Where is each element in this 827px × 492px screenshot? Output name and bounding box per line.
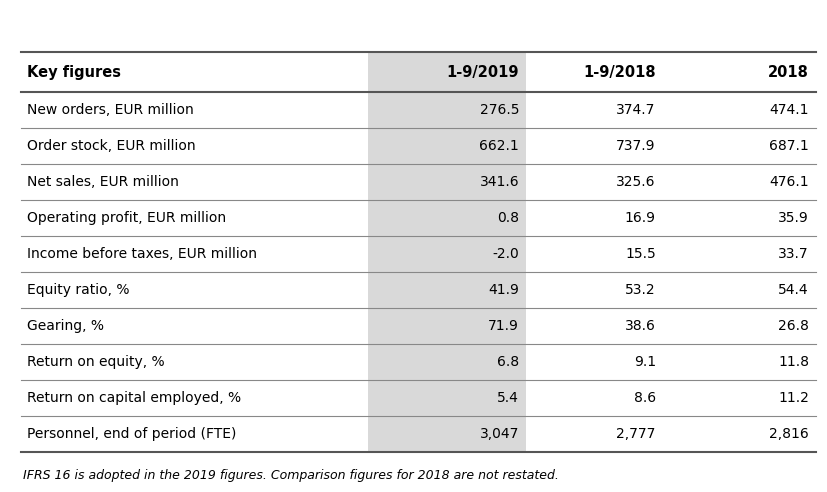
Text: 5.4: 5.4 [497, 391, 519, 405]
Text: 3,047: 3,047 [479, 427, 519, 441]
Text: 53.2: 53.2 [624, 283, 655, 297]
Text: 9.1: 9.1 [633, 355, 655, 369]
Text: IFRS 16 is adopted in the 2019 figures. Comparison figures for 2018 are not rest: IFRS 16 is adopted in the 2019 figures. … [23, 469, 558, 482]
Text: Key figures: Key figures [27, 64, 122, 80]
Text: 71.9: 71.9 [488, 319, 519, 333]
Text: Return on equity, %: Return on equity, % [27, 355, 165, 369]
Text: 662.1: 662.1 [479, 139, 519, 154]
Text: 2,777: 2,777 [615, 427, 655, 441]
Text: 687.1: 687.1 [768, 139, 808, 154]
Text: 35.9: 35.9 [777, 211, 808, 225]
Text: Gearing, %: Gearing, % [27, 319, 104, 333]
Text: 15.5: 15.5 [624, 247, 655, 261]
Bar [368, 52, 525, 452]
Text: 16.9: 16.9 [624, 211, 655, 225]
Text: -2.0: -2.0 [492, 247, 519, 261]
Text: 1-9/2018: 1-9/2018 [582, 64, 655, 80]
Text: Operating profit, EUR million: Operating profit, EUR million [27, 211, 226, 225]
Text: 2018: 2018 [767, 64, 808, 80]
Text: Equity ratio, %: Equity ratio, % [27, 283, 130, 297]
Text: 374.7: 374.7 [615, 103, 655, 118]
Text: 325.6: 325.6 [615, 175, 655, 189]
Text: 276.5: 276.5 [479, 103, 519, 118]
Text: 341.6: 341.6 [479, 175, 519, 189]
Text: 0.8: 0.8 [496, 211, 519, 225]
Text: Order stock, EUR million: Order stock, EUR million [27, 139, 196, 154]
Text: 6.8: 6.8 [496, 355, 519, 369]
Text: Return on capital employed, %: Return on capital employed, % [27, 391, 241, 405]
Text: Net sales, EUR million: Net sales, EUR million [27, 175, 179, 189]
Text: Income before taxes, EUR million: Income before taxes, EUR million [27, 247, 257, 261]
Text: 33.7: 33.7 [777, 247, 808, 261]
Text: Personnel, end of period (FTE): Personnel, end of period (FTE) [27, 427, 237, 441]
Text: 474.1: 474.1 [768, 103, 808, 118]
Text: 41.9: 41.9 [488, 283, 519, 297]
Text: 11.8: 11.8 [777, 355, 808, 369]
Text: 26.8: 26.8 [777, 319, 808, 333]
Text: 737.9: 737.9 [615, 139, 655, 154]
Text: 11.2: 11.2 [777, 391, 808, 405]
Text: 2,816: 2,816 [768, 427, 808, 441]
Text: 476.1: 476.1 [768, 175, 808, 189]
Text: 1-9/2019: 1-9/2019 [446, 64, 519, 80]
Text: New orders, EUR million: New orders, EUR million [27, 103, 194, 118]
Text: 38.6: 38.6 [624, 319, 655, 333]
Text: 54.4: 54.4 [777, 283, 808, 297]
Text: 8.6: 8.6 [633, 391, 655, 405]
